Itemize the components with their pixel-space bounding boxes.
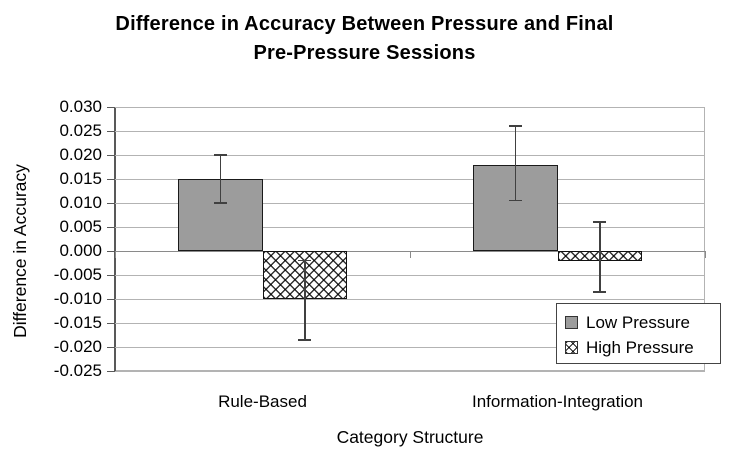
gridline--0.020 <box>115 346 705 348</box>
error-bar-cap-top-0-1 <box>508 125 522 127</box>
y-tick-label-0.005: 0.005 <box>59 217 102 236</box>
legend-label-low-pressure: Low Pressure <box>586 313 690 332</box>
gridline-0.010 <box>115 202 705 204</box>
legend-label-high-pressure: High Pressure <box>586 338 694 357</box>
category-axis-tick-1 <box>409 251 411 258</box>
gridline-0.020 <box>115 154 705 156</box>
y-tick-label-0.025: 0.025 <box>59 121 102 140</box>
error-bar-cap-top-1-1 <box>593 221 607 223</box>
y-axis-tick--0.010 <box>107 298 115 300</box>
gridline--0.025 <box>115 370 705 372</box>
y-axis-tick-0.000 <box>107 250 115 252</box>
y-tick-label-0.015: 0.015 <box>59 169 102 188</box>
chart-title-line1: Difference in Accuracy Between Pressure … <box>115 13 614 35</box>
y-tick-label-0.020: 0.020 <box>59 145 102 164</box>
gridline--0.015 <box>115 322 705 324</box>
gridline--0.005 <box>115 274 705 276</box>
y-tick-label-0.010: 0.010 <box>59 193 102 212</box>
y-tick-label-0.030: 0.030 <box>59 97 102 116</box>
error-bar-line-1-0 <box>304 260 306 340</box>
y-tick-label--0.025: -0.025 <box>53 361 102 380</box>
high-pressure-swatch-icon <box>565 341 578 354</box>
error-bar-cap-top-0-0 <box>213 154 227 156</box>
x-axis-title: Category Structure <box>336 427 484 447</box>
error-bar-line-1-1 <box>599 222 601 292</box>
y-axis-tick-0.015 <box>107 178 115 180</box>
error-bar-cap-bottom-1-0 <box>298 339 312 341</box>
legend-item-high-pressure: High Pressure <box>565 335 720 360</box>
legend: Low Pressure High Pressure <box>556 303 721 364</box>
chart-title: Difference in Accuracy Between Pressure … <box>0 10 729 68</box>
chart-title-line2: Pre-Pressure Sessions <box>253 42 476 64</box>
gridline-0.015 <box>115 178 705 180</box>
error-bar-cap-bottom-0-0 <box>213 202 227 204</box>
error-bar-line-0-0 <box>219 155 221 203</box>
y-axis-tick--0.025 <box>107 370 115 372</box>
y-tick-label--0.010: -0.010 <box>53 289 102 308</box>
legend-item-low-pressure: Low Pressure <box>565 310 720 335</box>
y-axis-tick--0.005 <box>107 274 115 276</box>
category-label-information-integration: Information-Integration <box>471 392 644 411</box>
y-axis-tick-0.025 <box>107 130 115 132</box>
y-axis-tick--0.020 <box>107 346 115 348</box>
gridline-0.005 <box>115 226 705 228</box>
gridline--0.010 <box>115 298 705 300</box>
y-tick-label--0.005: -0.005 <box>53 265 102 284</box>
y-axis-tick-0.010 <box>107 202 115 204</box>
category-axis-tick-2 <box>704 251 706 258</box>
error-bar-cap-bottom-1-1 <box>593 291 607 293</box>
y-tick-label-0.000: 0.000 <box>59 241 102 260</box>
y-axis-tick--0.015 <box>107 322 115 324</box>
gridline-0.025 <box>115 130 705 132</box>
gridline-0.030 <box>115 106 705 108</box>
category-axis-tick-0 <box>114 251 116 258</box>
y-axis-tick-0.020 <box>107 154 115 156</box>
y-axis-line <box>114 107 116 372</box>
category-label-rule-based: Rule-Based <box>218 392 307 411</box>
y-axis-tick-0.005 <box>107 226 115 228</box>
error-bar-line-0-1 <box>514 126 516 201</box>
error-bar-cap-top-1-0 <box>298 259 312 262</box>
low-pressure-swatch-icon <box>565 316 578 329</box>
error-bar-cap-bottom-0-1 <box>508 199 522 202</box>
y-axis-tick-0.030 <box>107 106 115 108</box>
y-tick-label--0.015: -0.015 <box>53 313 102 332</box>
y-tick-label--0.020: -0.020 <box>53 337 102 356</box>
